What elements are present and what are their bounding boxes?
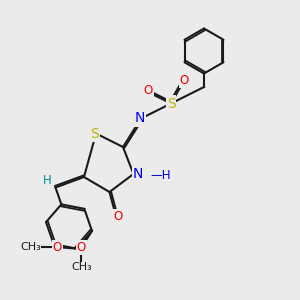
Text: CH₃: CH₃ — [20, 242, 41, 252]
Text: S: S — [167, 97, 176, 110]
Text: H: H — [43, 174, 52, 188]
Text: O: O — [52, 241, 62, 254]
Text: —H: —H — [150, 169, 170, 182]
Text: N: N — [134, 112, 145, 125]
Text: O: O — [180, 74, 189, 88]
Text: CH₃: CH₃ — [71, 262, 92, 272]
Text: O: O — [114, 209, 123, 223]
Text: O: O — [77, 241, 86, 254]
Text: N: N — [133, 167, 143, 181]
Text: S: S — [90, 127, 99, 140]
Text: O: O — [144, 83, 153, 97]
